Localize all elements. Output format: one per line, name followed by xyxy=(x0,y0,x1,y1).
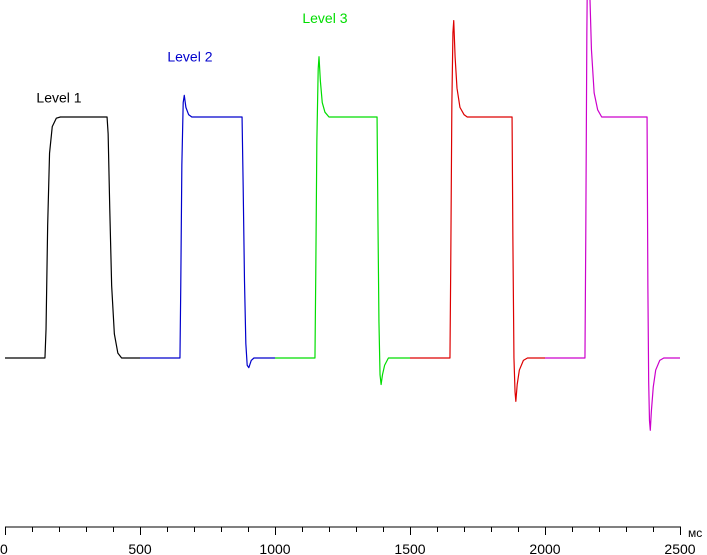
x-tick-label: 1000 xyxy=(259,541,290,555)
series-line-3 xyxy=(275,56,410,386)
x-tick-label: 1500 xyxy=(394,541,425,555)
series-label-3: Level 3 xyxy=(302,10,347,26)
series-line-2 xyxy=(140,94,275,369)
x-tick-label: 2500 xyxy=(664,541,695,555)
x-unit-label: мс xyxy=(688,526,702,540)
series-line-1 xyxy=(5,116,140,359)
x-tick-label: 2000 xyxy=(529,541,560,555)
x-tick-label: 0 xyxy=(0,541,8,555)
x-tick-label: 500 xyxy=(128,541,152,555)
series-lines xyxy=(5,0,680,431)
series-line-4 xyxy=(410,20,545,402)
series-label-2: Level 2 xyxy=(167,49,212,65)
series-line-5 xyxy=(545,0,680,431)
series-label-1: Level 1 xyxy=(36,90,81,106)
